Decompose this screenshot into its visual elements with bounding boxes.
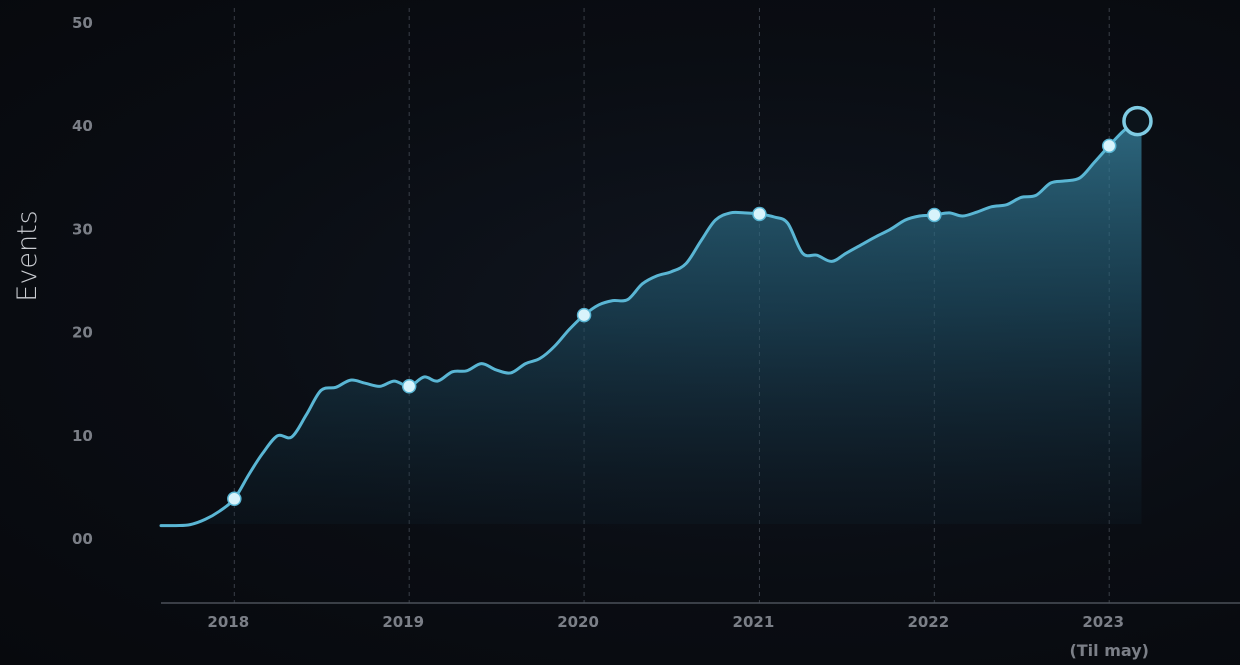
data-point-marker (927, 207, 942, 223)
area-layer (159, 119, 1142, 528)
x-tick-sublabel: (Til may) (1069, 641, 1148, 660)
y-tick-label: 40 (72, 117, 93, 135)
y-tick-label: 50 (72, 14, 93, 32)
series-area (161, 121, 1142, 526)
x-tick-label: 2018 (207, 613, 249, 631)
data-point-marker (401, 379, 417, 394)
series-line (159, 119, 1139, 528)
tick-labels: Events 00 10 20 30 40 50 2018 2019 2020 2021 2022 20… (12, 14, 1149, 660)
x-tick-label: 2023 (1082, 613, 1124, 631)
y-tick-label: 10 (72, 427, 93, 445)
x-tick-label: 2020 (557, 613, 599, 631)
y-tick-label: 30 (72, 220, 93, 238)
y-tick-label: 00 (72, 530, 93, 548)
x-tick-label: 2022 (907, 613, 949, 631)
data-point-marker (1101, 138, 1117, 154)
x-tick-label: 2019 (382, 613, 424, 631)
x-tick-label: 2021 (733, 613, 775, 631)
markers (227, 105, 1153, 507)
data-point-marker (576, 307, 592, 323)
data-point-marker (752, 206, 767, 222)
y-tick-label: 20 (72, 324, 93, 342)
data-point-marker (227, 491, 242, 507)
end-point-marker (1122, 105, 1153, 137)
y-axis-label: Events (12, 210, 43, 301)
